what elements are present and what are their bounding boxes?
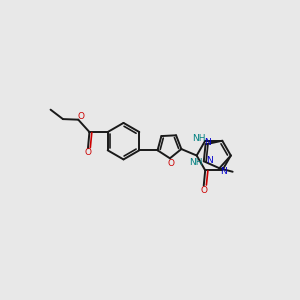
Text: O: O (85, 148, 92, 157)
Text: NH: NH (192, 134, 206, 143)
Text: NH: NH (190, 158, 203, 167)
Text: N: N (220, 167, 227, 176)
Text: O: O (78, 112, 85, 121)
Text: O: O (167, 159, 174, 168)
Text: O: O (200, 186, 207, 195)
Text: N: N (205, 138, 211, 147)
Text: N: N (206, 156, 213, 165)
